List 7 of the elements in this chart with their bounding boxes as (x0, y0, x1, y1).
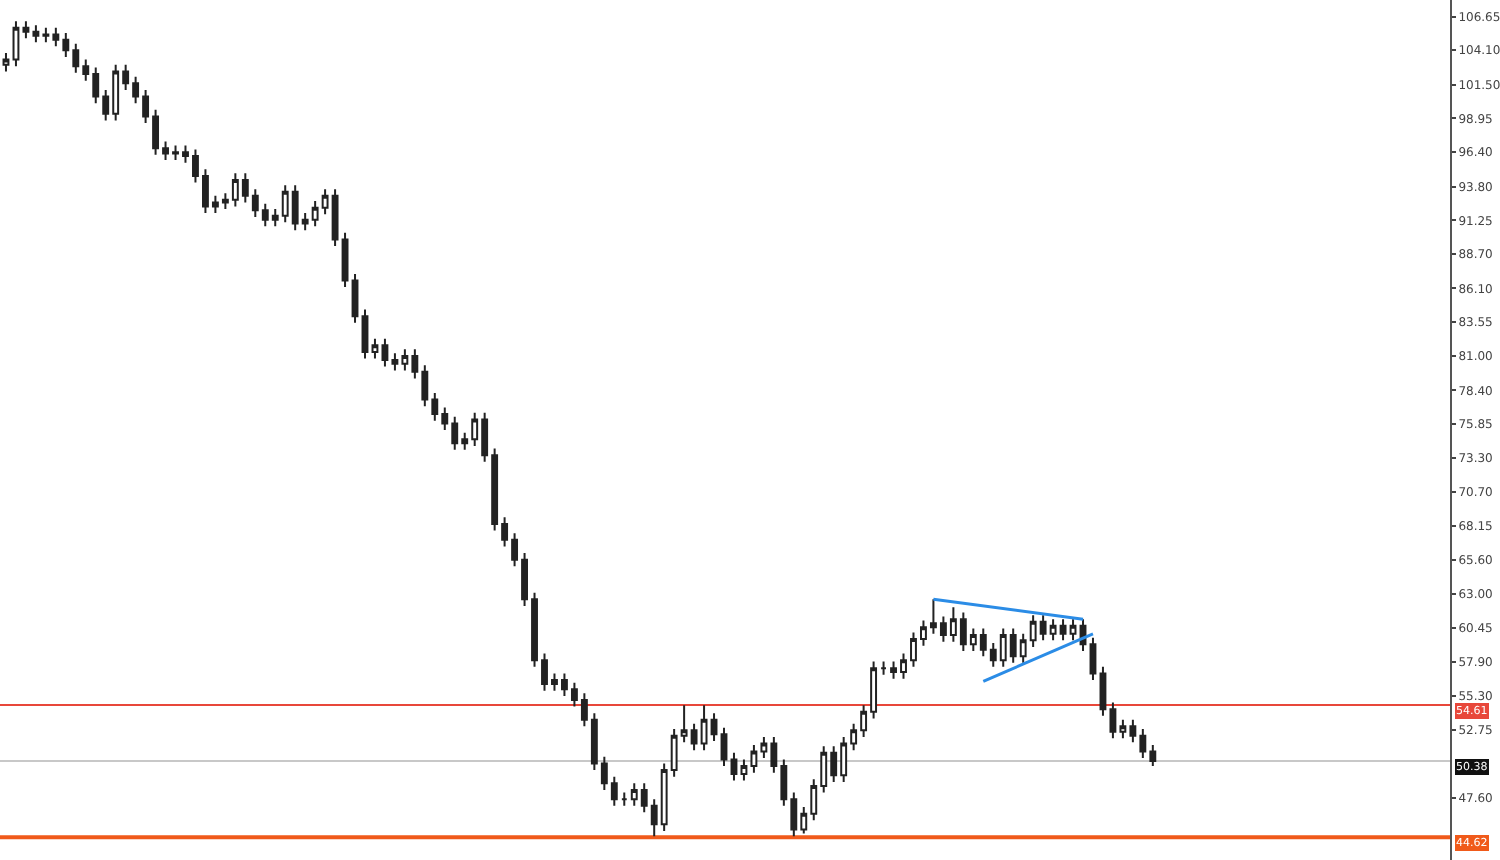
candlestick (720, 726, 728, 768)
candlestick (880, 660, 887, 676)
candlestick (730, 751, 738, 782)
candlestick (1089, 636, 1097, 682)
candlestick (361, 308, 369, 360)
candlestick (620, 791, 628, 807)
candlestick (371, 337, 379, 360)
